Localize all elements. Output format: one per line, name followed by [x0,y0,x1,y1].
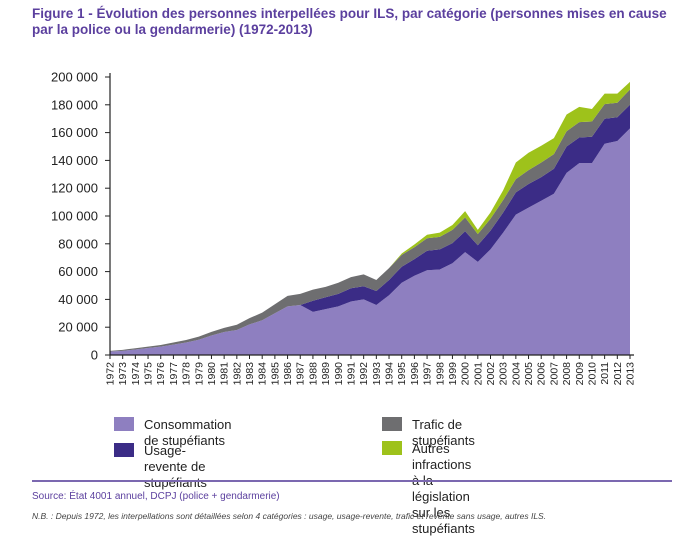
x-tick-label: 2010 [586,362,598,386]
x-tick-label: 1996 [409,362,421,386]
x-tick-label: 2009 [574,362,586,386]
x-tick-label: 1984 [257,362,269,386]
x-tick-label: 1990 [333,362,345,386]
series-area-0 [110,128,630,355]
axes: 0 20 000 40 000 60 000 80 000 100 000 120 000 1… [51,70,637,386]
x-tick-label: 1977 [168,362,180,386]
x-tick-label: 1976 [155,362,167,386]
y-tick-label: 140 000 [51,153,98,168]
x-tick-label: 2007 [548,362,560,386]
x-tick-label: 1991 [345,362,357,386]
x-tick-label: 1972 [105,362,117,386]
x-tick-label: 1992 [358,362,370,386]
x-tick-label: 1987 [295,362,307,386]
x-tick-label: 2005 [523,362,535,386]
legend-label-trafic: Trafic de stupéfiants [412,417,475,448]
y-tick-label: 120 000 [51,181,98,196]
legend-label-usage-revente: Usage-revente de stupéfiants [144,443,207,490]
y-tick-label: 80 000 [58,236,98,251]
legend-label-consommation: Consommation de stupéfiants [144,417,232,448]
x-tick-label: 1997 [422,362,434,386]
x-tick-label: 2006 [536,362,548,386]
y-tick-label: 20 000 [58,320,98,335]
divider-line [32,480,672,482]
x-tick-label: 2002 [485,362,497,386]
y-tick-label: 160 000 [51,125,98,140]
source-text: Source: État 4001 annuel, DCPJ (police +… [32,491,280,502]
area-layers [110,81,630,355]
x-tick-label: 2013 [625,362,637,386]
x-tick-label: 1981 [219,362,231,386]
y-tick-label: 200 000 [51,70,98,85]
legend-swatch-autres [382,441,402,455]
y-tick-label: 180 000 [51,97,98,112]
x-tick-label: 1999 [447,362,459,386]
legend-swatch-usage-revente [114,443,134,457]
legend-item-usage-revente: Usage-revente de stupéfiants [114,443,207,491]
x-tick-label: 1985 [269,362,281,386]
x-tick-label: 1988 [307,362,319,386]
y-tick-label: 0 [91,348,98,363]
x-tick-label: 1994 [384,362,396,386]
x-tick-label: 1974 [130,362,142,386]
x-tick-label: 2003 [498,362,510,386]
x-tick-label: 1986 [282,362,294,386]
y-tick-label: 100 000 [51,209,98,224]
x-tick-label: 1980 [206,362,218,386]
x-tick-label: 2004 [510,362,522,386]
legend-label-autres: Autres infractions à la législation sur … [412,441,475,536]
legend-swatch-trafic [382,417,402,431]
legend-swatch-consommation [114,417,134,431]
x-tick-label: 1998 [434,362,446,386]
x-tick-label: 1995 [396,362,408,386]
series-area-3 [110,81,630,351]
x-tick-label: 1978 [181,362,193,386]
x-tick-label: 1993 [371,362,383,386]
x-tick-label: 2008 [561,362,573,386]
series-area-1 [110,104,630,352]
x-tick-label: 2000 [460,362,472,386]
x-tick-label: 2001 [472,362,484,386]
legend-item-consommation: Consommation de stupéfiants [114,417,231,449]
x-tick-label: 1989 [320,362,332,386]
x-tick-label: 1982 [231,362,243,386]
x-tick-label: 2012 [612,362,624,386]
x-tick-label: 1975 [143,362,155,386]
x-tick-label: 1983 [244,362,256,386]
y-tick-label: 40 000 [58,292,98,307]
x-tick-label: 1973 [117,362,129,386]
legend-item-autres: Autres infractions à la législation sur … [382,441,475,537]
legend-item-trafic: Trafic de stupéfiants [382,417,475,449]
note-text: N.B. : Depuis 1972, les interpellations … [32,511,547,521]
x-tick-label: 2011 [599,362,611,385]
y-tick-label: 60 000 [58,264,98,279]
x-tick-label: 1979 [193,362,205,386]
chart-title: Figure 1 - Évolution des personnes inter… [32,6,667,37]
